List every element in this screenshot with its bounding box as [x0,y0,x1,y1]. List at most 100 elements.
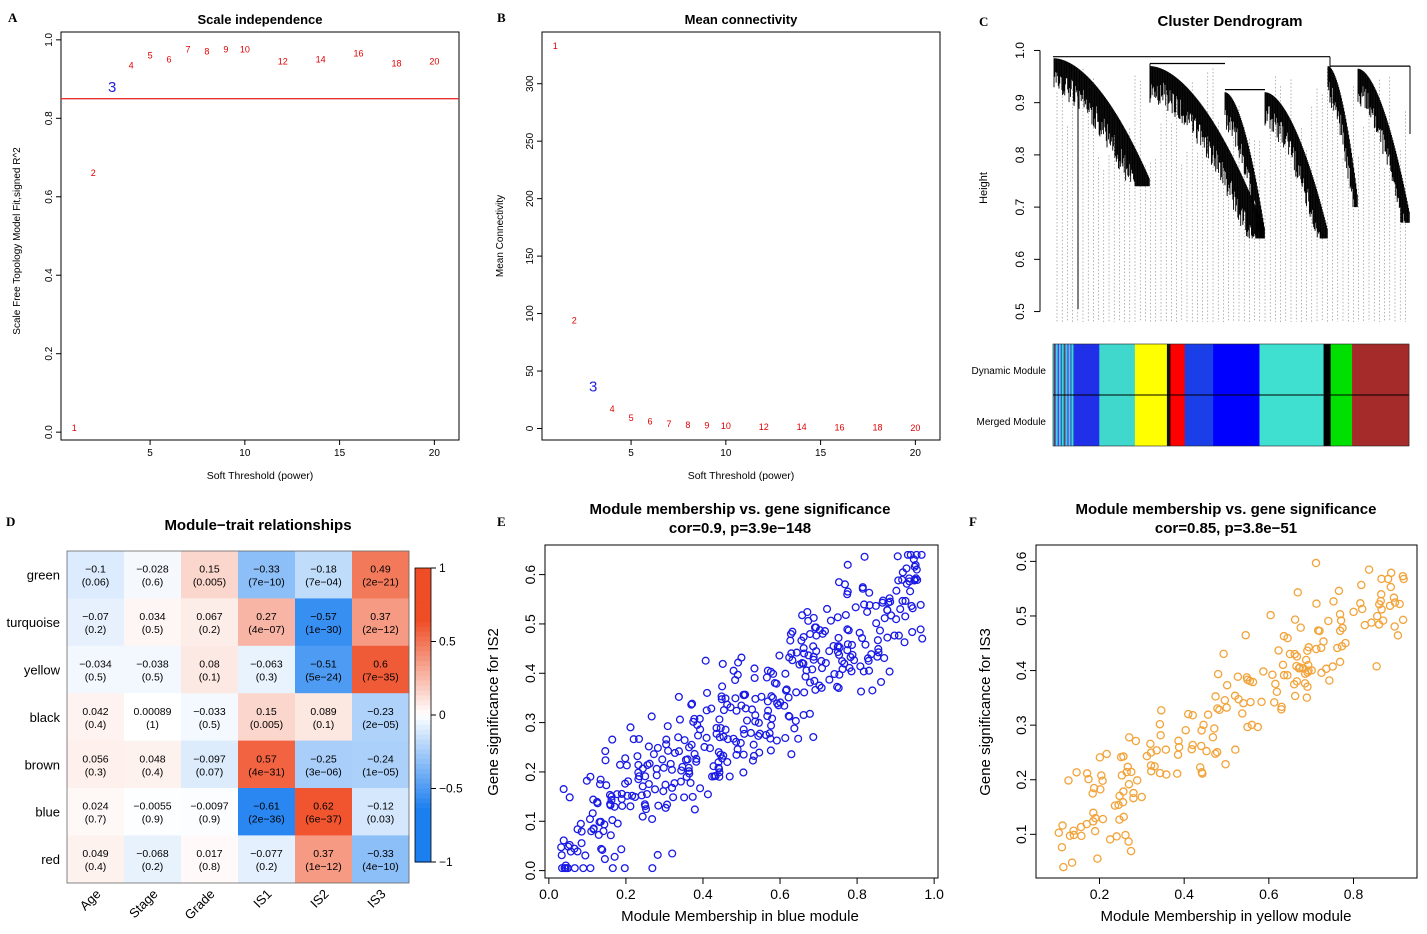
panel-e-point [838,657,847,666]
panel-e-point [570,844,579,853]
panel-f-point [1246,697,1255,707]
panel-e-point [906,587,915,596]
heatmap-cell-value: 0.37 [370,611,391,623]
panel-b-xtick-label: 20 [910,448,922,459]
panel-e-point [798,611,807,620]
panel-e-point [680,736,689,745]
panel-e-point [851,603,860,612]
heatmap-cell-pvalue: (7e−35) [362,672,398,684]
panel-e-point [916,625,925,634]
colorbar-step [415,764,431,770]
panel-e-point [739,725,748,734]
heatmap-cell [352,645,410,694]
colorbar-tick-label: 0.5 [439,635,456,649]
panel-e-point [557,843,566,852]
panel-e-point [858,634,867,643]
panel-a-label: A [8,10,18,25]
colorbar-step [415,808,431,814]
heatmap-cell-pvalue: (0.005) [250,719,283,731]
heatmap-cell-value: 0.15 [199,564,220,576]
colorbar-step [415,749,431,755]
heatmap-cell-value: 0.042 [82,706,108,718]
heatmap-cell-value: 0.00089 [134,706,172,718]
panel-e-subtitle: cor=0.9, p=3.9e−148 [669,520,811,537]
panel-f-point [1090,826,1100,836]
panel-e-point [880,653,889,663]
panel-f-point [1290,615,1300,624]
panel-c-ytick-label: 0.9 [1013,94,1027,111]
panel-f-point [1188,740,1197,750]
panel-e-point [742,716,752,725]
panel-e-point [754,731,763,740]
panel-e-point [850,656,859,665]
heatmap-cell-value: −0.18 [310,564,337,576]
panel-b-point-label: 3 [589,378,597,395]
heatmap-cell-pvalue: (0.4) [142,766,164,778]
panel-e-ytick-label: 0.3 [522,713,538,733]
panel-b-point-label: 10 [721,421,731,431]
heatmap-cell [352,693,410,741]
panel-f-point [1059,862,1068,872]
panel-e-point [781,669,790,678]
panel-f-point [1093,854,1102,863]
panel-e-point [901,612,910,621]
panel-a-point-label: 18 [391,58,401,68]
panel-e-point [634,760,643,770]
panel-e-point [606,831,615,840]
colorbar-step [415,612,431,618]
heatmap-cell-pvalue: (6e−37) [305,814,341,826]
panel-f-point [1072,768,1081,777]
panel-e-ylabel: Gene significance for IS2 [485,628,502,796]
panel-f-point [1372,662,1381,671]
panel-e-point [834,578,844,587]
panel-f-point [1257,697,1266,707]
panel-b-point-label: 1 [553,41,558,51]
panel-b-xtick-label: 15 [815,448,827,459]
panel-e-point [863,607,872,616]
panel-e-point [690,805,699,814]
panel-e-point [723,757,732,767]
panel-b-ytick-label: 0 [525,425,536,431]
panel-e-point [610,852,619,861]
panel-f-point [1312,599,1321,608]
panel-f-point [1356,599,1365,608]
heatmap-cell-pvalue: (4e−31) [248,766,284,778]
panel-f-point [1279,670,1289,680]
panel-f-point [1338,623,1347,633]
panel-e-point [616,760,625,769]
panel-e-point [715,772,724,781]
panel-f-point [1155,768,1165,778]
panel-e-point [798,659,807,668]
panel-e-point [826,616,835,625]
heatmap-cell [295,551,353,599]
panel-e-point [674,692,683,701]
panel-e-point [670,748,679,758]
colorbar-step [415,719,431,726]
panel-e-point [792,688,801,697]
colorbar-step [415,744,431,750]
panel-e-point [680,793,689,802]
panel-f-point [1114,800,1123,810]
panel-f-point [1302,693,1312,702]
panel-f-title: Module membership vs. gene significance [1076,501,1377,518]
panel-e-point [766,667,775,676]
panel-e-point [880,614,889,623]
heatmap-cell-value: 0.048 [139,753,165,765]
panel-e-point [677,766,686,775]
colorbar-step [415,822,431,829]
panel-e-point [913,575,922,585]
panel-a-axes: 5 10 15 200.00.20.40.60.81.0 [44,32,440,459]
panel-f-point [1334,586,1344,596]
heatmap-cell-value: −0.1 [85,564,106,576]
panel-a-point-label: 7 [185,45,190,55]
colorbar-step [415,724,431,731]
heatmap-cell [295,693,353,741]
panel-f-point [1219,649,1228,659]
panel-f-yellow-module-scatter: F Module membership vs. gene significanc… [969,501,1418,925]
panel-f-point [1129,788,1138,798]
panel-e-point [610,802,619,811]
panel-f-ylabel: Gene significance for IS3 [977,628,994,796]
panel-e-title: Module membership vs. gene significance [590,501,891,518]
heatmap-cell-pvalue: (0.4) [85,861,107,873]
panel-e-point [688,792,697,801]
